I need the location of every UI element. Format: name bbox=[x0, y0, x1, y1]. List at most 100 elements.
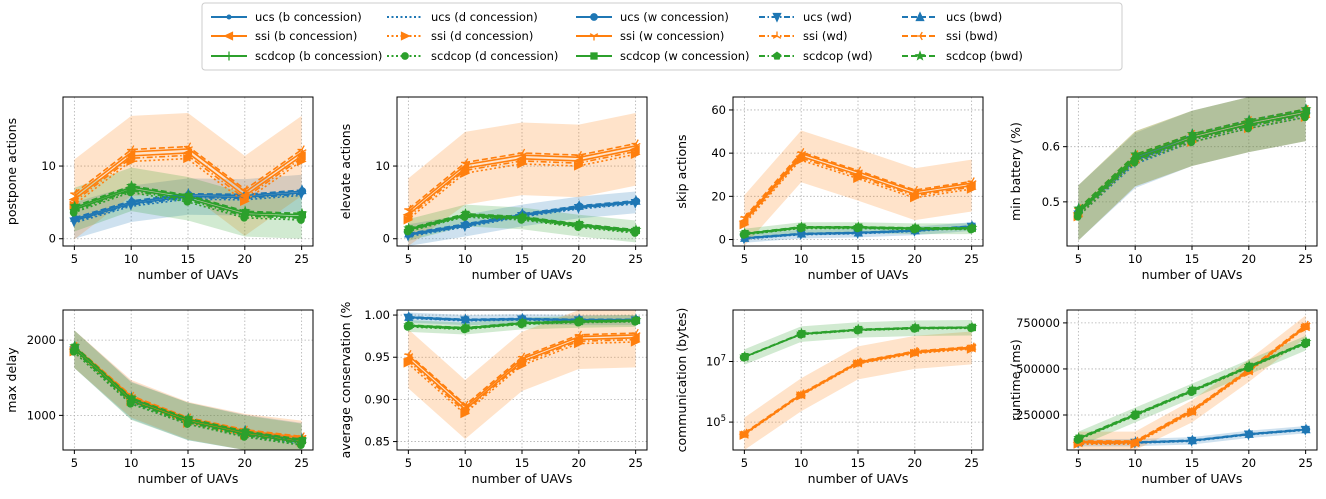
y-tick-label: 1000 bbox=[27, 408, 56, 422]
x-tick-label: 5 bbox=[71, 252, 78, 266]
x-tick-label: 20 bbox=[907, 252, 922, 266]
x-tick-label: 15 bbox=[181, 456, 196, 470]
legend-label: ssi (w concession) bbox=[620, 29, 724, 43]
x-tick-label: 25 bbox=[1298, 252, 1313, 266]
x-axis-label: number of UAVs bbox=[138, 267, 239, 282]
x-tick-label: 20 bbox=[571, 252, 586, 266]
x-tick-label: 25 bbox=[964, 456, 979, 470]
legend-label: ucs (d concession) bbox=[431, 10, 538, 24]
y-tick-label: 750000 bbox=[1016, 316, 1060, 330]
x-axis-label: number of UAVs bbox=[808, 267, 909, 282]
legend-marker bbox=[591, 53, 597, 59]
x-tick-label: 10 bbox=[458, 456, 473, 470]
x-tick-label: 25 bbox=[294, 252, 309, 266]
y-axis-label: communication (bytes) bbox=[674, 308, 689, 453]
x-axis-label: number of UAVs bbox=[138, 471, 239, 486]
legend-label: scdcop (b concession) bbox=[255, 49, 382, 63]
x-tick-label: 15 bbox=[181, 252, 196, 266]
x-tick-label: 15 bbox=[1185, 456, 1200, 470]
x-tick-label: 20 bbox=[907, 456, 922, 470]
legend-marker bbox=[227, 15, 231, 19]
legend-label: scdcop (wd) bbox=[803, 49, 873, 63]
x-axis-label: number of UAVs bbox=[808, 471, 909, 486]
legend-marker bbox=[591, 14, 598, 21]
panels: 5 10 15 20 25010number of UAVspostpone actio… bbox=[4, 97, 1317, 486]
x-tick-label: 25 bbox=[628, 456, 643, 470]
y-axis-label: min battery (%) bbox=[1008, 122, 1023, 221]
y-tick-label: 0 bbox=[49, 232, 56, 246]
y-tick-label: 0.95 bbox=[364, 350, 390, 364]
y-axis-label: average conservation (% bbox=[338, 302, 353, 459]
confidence-band bbox=[1078, 97, 1305, 240]
y-tick-label: 0 bbox=[383, 232, 390, 246]
y-tick-label: 1.00 bbox=[364, 308, 390, 322]
legend-label: ssi (b concession) bbox=[255, 29, 357, 43]
y-tick-label: 0.6 bbox=[1042, 140, 1060, 154]
panel: 5 10 15 20 25 0.5 0.6 number of UAVs min battery… bbox=[1008, 97, 1317, 282]
y-tick-label: 10 bbox=[41, 159, 56, 173]
y-tick-label: 20 bbox=[711, 189, 726, 203]
legend: ucs (b concession) ssi (b concession) scdc… bbox=[202, 3, 1122, 70]
x-tick-label: 5 bbox=[741, 252, 748, 266]
y-tick-label: 105 bbox=[706, 414, 726, 429]
x-tick-label: 10 bbox=[458, 252, 473, 266]
x-tick-label: 10 bbox=[124, 252, 139, 266]
y-tick-label: 40 bbox=[711, 146, 726, 160]
legend-label: scdcop (d concession) bbox=[431, 49, 558, 63]
x-tick-label: 15 bbox=[851, 252, 866, 266]
panel: 5 10 15 20 25 250000 500000 750000 number of UAV… bbox=[1008, 310, 1317, 486]
y-axis-label: elevate actions bbox=[338, 124, 353, 219]
y-tick-label: 60 bbox=[711, 103, 726, 117]
x-tick-label: 5 bbox=[741, 456, 748, 470]
panel: 5 10 15 20 25 0.85 0.90 0.95 1.00 number of UAVs a… bbox=[338, 302, 647, 486]
panel: 5 10 15 20 2510002000number of UAVsmax delay bbox=[4, 310, 313, 486]
x-tick-label: 25 bbox=[964, 252, 979, 266]
x-tick-label: 15 bbox=[515, 456, 530, 470]
x-tick-label: 10 bbox=[794, 456, 809, 470]
x-tick-label: 20 bbox=[571, 456, 586, 470]
y-axis-label: skip actions bbox=[674, 134, 689, 208]
x-axis-label: number of UAVs bbox=[472, 267, 573, 282]
panel: 5 10 15 20 25 105 107 number of UAVs communicati… bbox=[674, 308, 983, 486]
legend-label: ssi (d concession) bbox=[431, 29, 533, 43]
x-tick-label: 10 bbox=[124, 456, 139, 470]
x-tick-label: 5 bbox=[1075, 456, 1082, 470]
x-tick-label: 20 bbox=[237, 252, 252, 266]
legend-label: scdcop (w concession) bbox=[620, 49, 750, 63]
legend-label: ssi (wd) bbox=[803, 29, 848, 43]
x-tick-label: 15 bbox=[851, 456, 866, 470]
x-tick-label: 15 bbox=[1185, 252, 1200, 266]
y-tick-label: 0.90 bbox=[364, 392, 390, 406]
x-tick-label: 20 bbox=[1241, 456, 1256, 470]
y-tick-label: 0 bbox=[719, 233, 726, 247]
legend-label: ucs (w concession) bbox=[620, 10, 729, 24]
x-tick-label: 10 bbox=[794, 252, 809, 266]
x-tick-label: 20 bbox=[1241, 252, 1256, 266]
x-tick-label: 5 bbox=[71, 456, 78, 470]
y-axis-label: postpone actions bbox=[4, 118, 19, 225]
y-tick-label: 10 bbox=[375, 159, 390, 173]
x-tick-label: 5 bbox=[405, 252, 412, 266]
y-axis-label: max delay bbox=[4, 347, 19, 413]
y-tick-label: 0.5 bbox=[1042, 195, 1060, 209]
x-tick-label: 10 bbox=[1128, 252, 1143, 266]
x-tick-label: 25 bbox=[628, 252, 643, 266]
x-tick-label: 5 bbox=[405, 456, 412, 470]
x-tick-label: 10 bbox=[1128, 456, 1143, 470]
panel: 5 10 15 20 25 0 20 40 60 number of UAVs skip actio… bbox=[674, 97, 983, 282]
x-tick-label: 25 bbox=[294, 456, 309, 470]
x-axis-label: number of UAVs bbox=[1142, 471, 1243, 486]
legend-label: scdcop (bwd) bbox=[946, 49, 1023, 63]
x-tick-label: 5 bbox=[1075, 252, 1082, 266]
x-tick-label: 15 bbox=[515, 252, 530, 266]
legend-label: ucs (b concession) bbox=[255, 10, 362, 24]
panel: 5 10 15 20 25010number of UAVspostpone actio… bbox=[4, 97, 313, 282]
y-axis-label: runtime (ms) bbox=[1008, 339, 1023, 421]
legend-label: ucs (wd) bbox=[803, 10, 852, 24]
x-axis-label: number of UAVs bbox=[472, 471, 573, 486]
legend-label: ucs (bwd) bbox=[946, 10, 1002, 24]
legend-label: ssi (bwd) bbox=[946, 29, 998, 43]
legend-marker bbox=[402, 53, 409, 60]
